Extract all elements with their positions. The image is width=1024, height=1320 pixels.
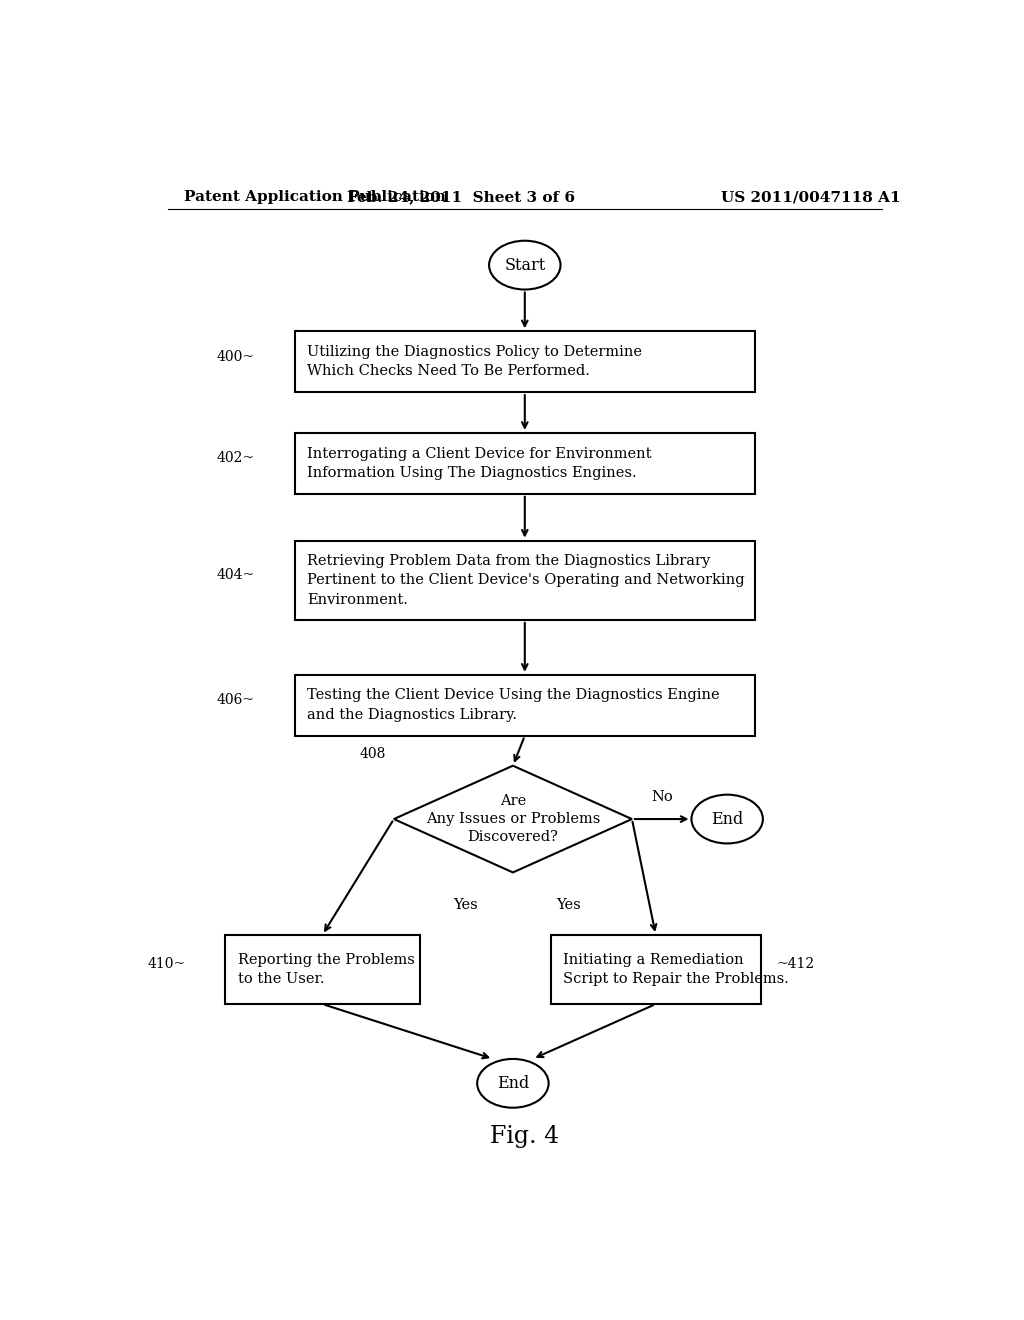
Bar — [295, 675, 755, 735]
Text: Feb. 24, 2011  Sheet 3 of 6: Feb. 24, 2011 Sheet 3 of 6 — [347, 190, 575, 205]
Text: No: No — [651, 789, 673, 804]
Text: ~412: ~412 — [777, 957, 815, 972]
Text: 410~: 410~ — [147, 957, 185, 972]
Text: Interrogating a Client Device for Environment
Information Using The Diagnostics : Interrogating a Client Device for Enviro… — [307, 446, 652, 480]
Text: US 2011/0047118 A1: US 2011/0047118 A1 — [721, 190, 900, 205]
Text: Testing the Client Device Using the Diagnostics Engine
and the Diagnostics Libra: Testing the Client Device Using the Diag… — [307, 689, 720, 722]
Text: Reporting the Problems
to the User.: Reporting the Problems to the User. — [238, 953, 415, 986]
Text: 404~: 404~ — [217, 568, 255, 582]
Text: Patent Application Publication: Patent Application Publication — [183, 190, 445, 205]
Bar — [551, 935, 761, 1005]
Text: 408: 408 — [359, 747, 386, 760]
Bar — [295, 331, 755, 392]
Text: 406~: 406~ — [217, 693, 255, 708]
Text: End: End — [497, 1074, 529, 1092]
Text: End: End — [711, 810, 743, 828]
Text: 402~: 402~ — [217, 451, 255, 465]
Bar — [225, 935, 420, 1005]
Text: Fig. 4: Fig. 4 — [490, 1125, 559, 1147]
Text: 400~: 400~ — [217, 350, 255, 363]
Text: Start: Start — [504, 256, 546, 273]
Text: Retrieving Problem Data from the Diagnostics Library
Pertinent to the Client Dev: Retrieving Problem Data from the Diagnos… — [307, 553, 745, 607]
Bar — [295, 541, 755, 620]
Text: Yes: Yes — [556, 898, 581, 912]
Text: Utilizing the Diagnostics Policy to Determine
Which Checks Need To Be Performed.: Utilizing the Diagnostics Policy to Dete… — [307, 345, 642, 379]
Bar — [295, 433, 755, 494]
Text: Are
Any Issues or Problems
Discovered?: Are Any Issues or Problems Discovered? — [426, 793, 600, 845]
Text: Yes: Yes — [453, 898, 477, 912]
Text: Initiating a Remediation
Script to Repair the Problems.: Initiating a Remediation Script to Repai… — [563, 953, 790, 986]
